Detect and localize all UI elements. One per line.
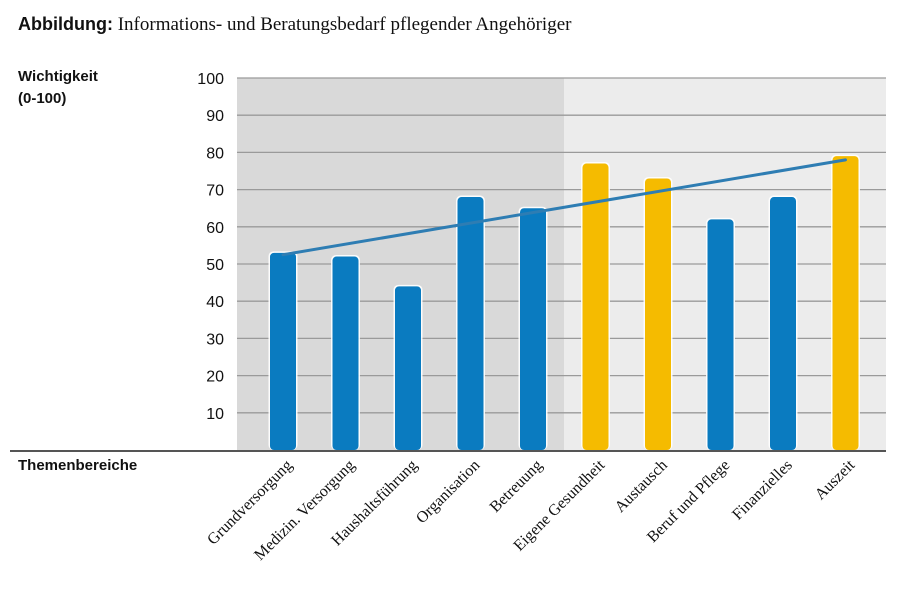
bar xyxy=(457,197,484,450)
x-tick-label: Finanzielles xyxy=(729,457,796,524)
y-tick-label: 30 xyxy=(206,331,224,348)
y-tick-label: 60 xyxy=(206,220,224,237)
x-tick-label: Auszeit xyxy=(812,456,859,503)
y-tick-label: 10 xyxy=(206,406,224,423)
y-tick-label: 50 xyxy=(206,257,224,274)
bar xyxy=(832,156,859,450)
y-axis-label-line1: Wichtigkeit xyxy=(18,68,98,85)
y-axis-label-line2: (0-100) xyxy=(18,90,67,107)
trend-line xyxy=(281,158,847,257)
bar xyxy=(707,219,734,450)
y-tick-label: 20 xyxy=(206,369,224,386)
x-tick-label: Austausch xyxy=(612,457,671,516)
x-tick-label: Betreuung xyxy=(487,457,546,516)
bar xyxy=(770,197,796,450)
y-axis-label: Wichtigkeit (0-100) xyxy=(18,66,98,110)
figure-title: Abbildung: Informations- und Beratungsbe… xyxy=(18,14,571,36)
bar xyxy=(520,208,546,450)
x-tick-label: Organisation xyxy=(413,457,483,527)
bar xyxy=(332,256,359,450)
bar xyxy=(645,178,671,450)
y-tick-label: 70 xyxy=(206,183,224,200)
bar xyxy=(395,286,421,450)
y-tick-label: 90 xyxy=(206,108,224,125)
y-tick-label: 80 xyxy=(206,145,224,162)
bar xyxy=(582,163,609,450)
x-axis-label: Themenbereiche xyxy=(18,457,138,474)
figure-title-prefix: Abbildung: xyxy=(18,14,113,34)
y-tick-label: 100 xyxy=(197,71,224,88)
bar xyxy=(270,252,296,450)
figure-title-text: Informations- und Beratungsbedarf pflege… xyxy=(117,14,572,35)
y-tick-label: 40 xyxy=(206,294,224,311)
